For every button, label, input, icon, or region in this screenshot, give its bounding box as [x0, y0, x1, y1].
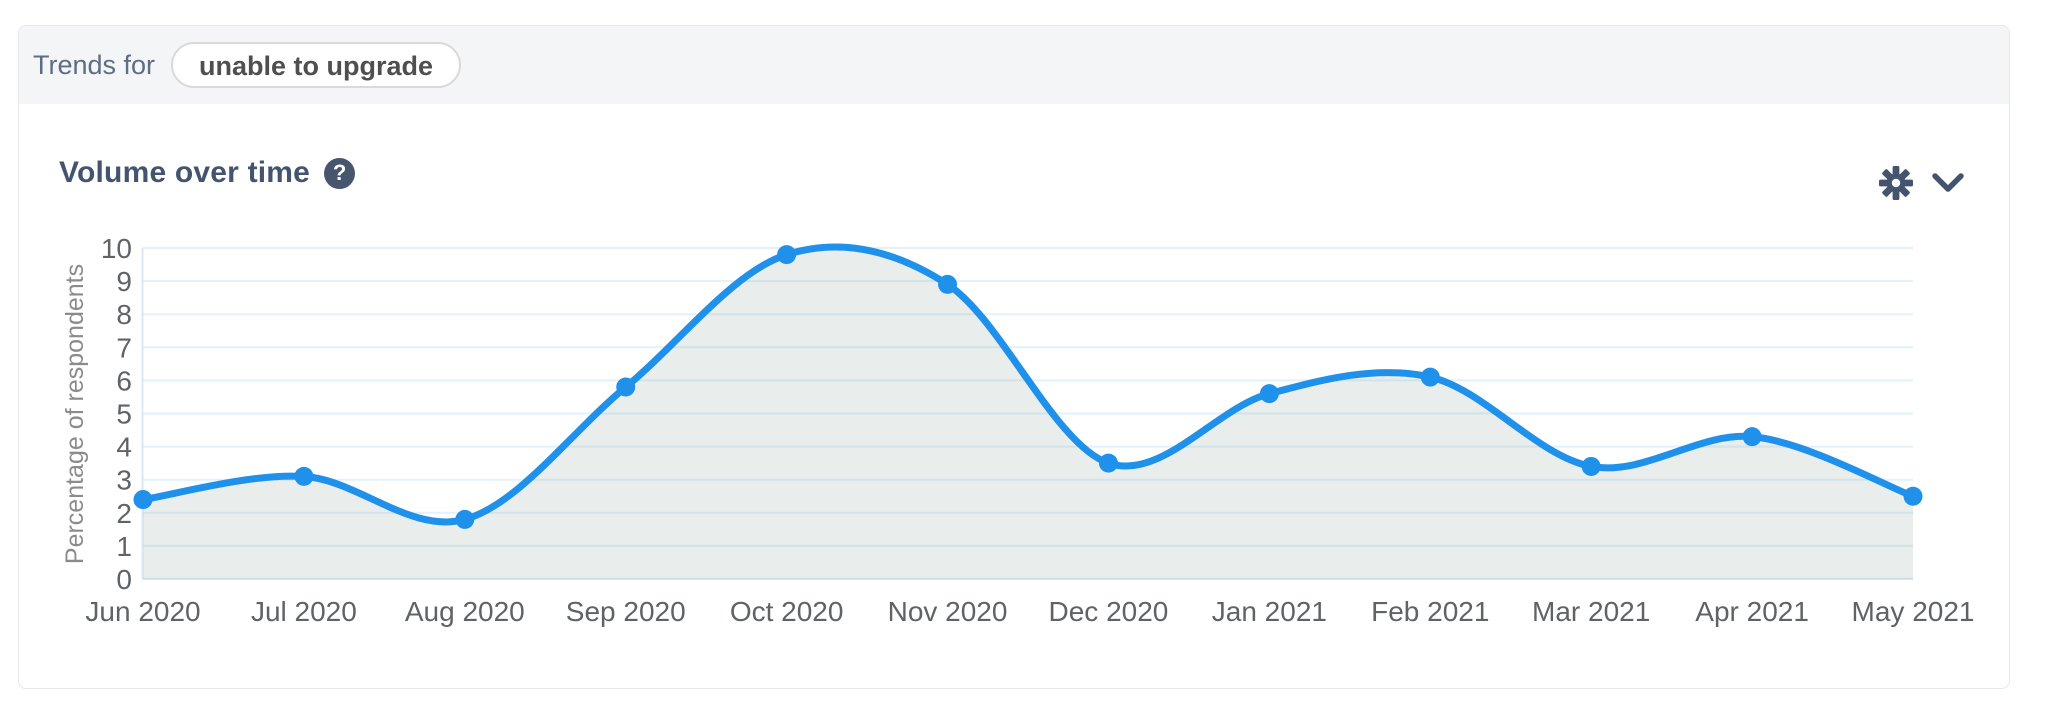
x-axis-label: Jun 2020: [85, 596, 200, 627]
trends-card: Trends for unable to upgrade Volume over…: [18, 25, 2010, 689]
chart-area-fill: [143, 246, 1913, 579]
x-axis-label: Jul 2020: [251, 596, 357, 627]
x-axis-label: Oct 2020: [730, 596, 844, 627]
y-axis-tick-label: 8: [116, 299, 132, 330]
x-axis-label: May 2021: [1852, 596, 1975, 627]
page-title: Volume over time: [59, 156, 311, 189]
panel-title-row: Volume over time ?: [59, 156, 356, 190]
gear-icon[interactable]: [1877, 164, 1915, 202]
chart-marker[interactable]: [938, 274, 958, 294]
x-axis-label: Jan 2021: [1212, 596, 1327, 627]
y-axis-tick-label: 10: [101, 233, 132, 264]
chart-marker[interactable]: [1259, 384, 1279, 404]
y-axis-tick-label: 3: [116, 465, 132, 496]
y-axis-tick-label: 0: [116, 564, 132, 595]
y-axis-tick-label: 5: [116, 399, 132, 430]
y-axis-tick-label: 7: [116, 332, 132, 363]
chart-marker[interactable]: [1903, 486, 1923, 506]
chart-marker[interactable]: [1098, 453, 1118, 473]
chart-marker[interactable]: [1742, 427, 1762, 447]
chart-marker[interactable]: [616, 377, 636, 397]
x-axis-label: Aug 2020: [405, 596, 525, 627]
x-axis-label: Mar 2021: [1532, 596, 1650, 627]
x-axis-label: Sep 2020: [566, 596, 686, 627]
panel-actions: [1877, 164, 1965, 202]
chart-marker[interactable]: [1581, 456, 1601, 476]
y-axis-tick-label: 4: [116, 432, 132, 463]
y-axis-tick-label: 9: [116, 266, 132, 297]
x-axis-label: Nov 2020: [888, 596, 1008, 627]
y-axis-tick-label: 6: [116, 365, 132, 396]
chevron-down-icon[interactable]: [1931, 172, 1965, 194]
y-axis-tick-label: 2: [116, 498, 132, 529]
chart-marker[interactable]: [777, 245, 797, 265]
x-axis-label: Feb 2021: [1371, 596, 1489, 627]
trends-bar: Trends for unable to upgrade: [19, 26, 2009, 104]
keyword-pill[interactable]: unable to upgrade: [171, 42, 462, 88]
y-axis-title: Percentage of respondents: [61, 264, 89, 564]
trends-label: Trends for: [33, 49, 156, 80]
chart-marker[interactable]: [294, 466, 314, 486]
help-icon[interactable]: ?: [324, 157, 356, 189]
x-axis-label: Apr 2021: [1695, 596, 1809, 627]
chart-marker[interactable]: [1420, 367, 1440, 387]
y-axis-tick-label: 1: [116, 531, 132, 562]
x-axis-label: Dec 2020: [1049, 596, 1169, 627]
chart-marker[interactable]: [133, 490, 153, 510]
chart-marker[interactable]: [455, 509, 475, 529]
volume-over-time-chart[interactable]: 0 1 2 3 4 5 6 7 8 9 10 Percentage of respondents Jun…: [19, 104, 2009, 688]
